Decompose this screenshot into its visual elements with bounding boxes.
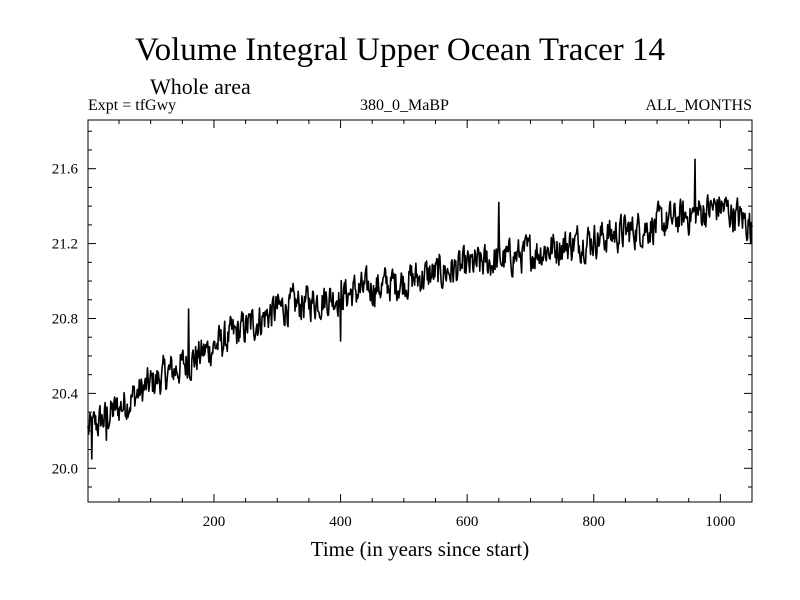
plot-area-frame xyxy=(87,119,753,503)
y-tick-label: 20.0 xyxy=(52,461,78,477)
x-axis-label: Time (in years since start) xyxy=(310,537,530,561)
x-tick-label: 200 xyxy=(203,514,226,530)
chart-subtitle: Whole area xyxy=(150,74,251,99)
x-tick-label: 1000 xyxy=(705,514,735,530)
axis-ticks xyxy=(88,120,753,502)
y-tick-label: 20.8 xyxy=(52,311,78,327)
x-tick-label: 400 xyxy=(329,514,352,530)
x-tick-label: 600 xyxy=(456,514,479,530)
series-line xyxy=(87,158,753,460)
y-tick-label: 21.6 xyxy=(52,162,79,178)
y-tick-label: 20.4 xyxy=(52,386,79,402)
x-tick-label: 800 xyxy=(583,514,606,530)
y-tick-label: 21.2 xyxy=(52,237,78,253)
axis-tick-labels: 200 400 600 800 1000 20.0 20.4 20.8 21.2 21.6 xyxy=(52,162,736,530)
experiment-label: Expt = tfGwy xyxy=(88,97,177,114)
run-label: 380_0_MaBP xyxy=(360,97,449,114)
chart-title: Volume Integral Upper Ocean Tracer 14 xyxy=(135,32,665,68)
months-label: ALL_MONTHS xyxy=(645,97,752,114)
